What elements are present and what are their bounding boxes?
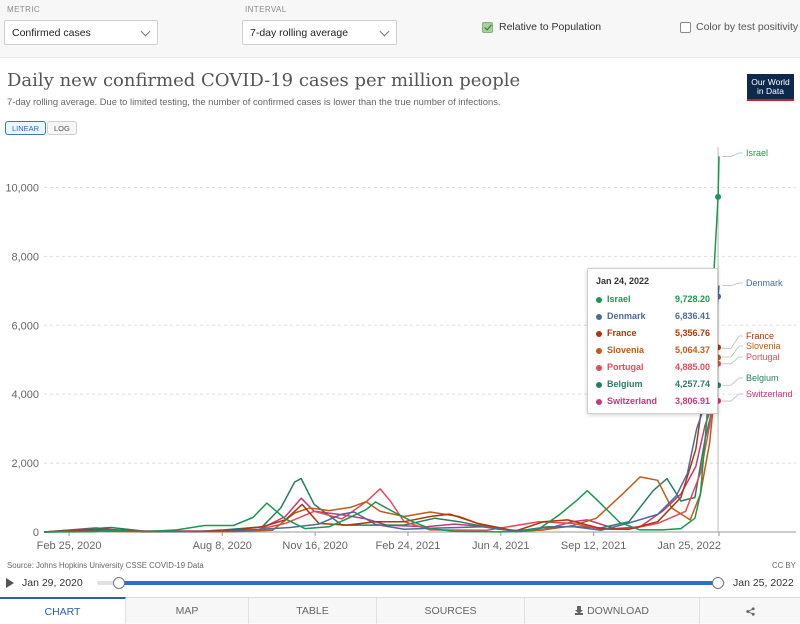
tooltip-row: Portugal 4,885.00 — [588, 361, 719, 377]
tooltip-country: Switzerland — [607, 396, 658, 406]
legend-dot — [596, 331, 602, 337]
tab-sources[interactable]: SOURCES — [377, 598, 525, 624]
label-leader — [722, 282, 743, 287]
tooltip-country: Portugal — [607, 362, 644, 372]
tooltip-value: 3,806.91 — [674, 396, 710, 406]
series-label-israel: Israel — [746, 148, 768, 158]
legend-dot — [596, 365, 602, 371]
bottom-tabs: CHART MAP TABLE SOURCES DOWNLOAD — [0, 597, 800, 624]
series-label-belgium: Belgium — [746, 373, 779, 383]
timeline-end-label: Jan 25, 2022 — [733, 577, 794, 589]
color-test-positivity-checkbox[interactable] — [680, 22, 691, 33]
tooltip-value: 6,836.41 — [674, 311, 710, 321]
legend-dot — [596, 297, 602, 303]
legend-dot — [596, 314, 602, 320]
relative-population-label[interactable]: Relative to Population — [499, 21, 602, 33]
x-tick-label: Jun 4, 2021 — [472, 540, 530, 552]
tooltip-country: Israel — [607, 294, 631, 304]
tab-download-label: DOWNLOAD — [587, 605, 649, 617]
label-leader — [722, 152, 743, 157]
tooltip: Jan 24, 2022 Israel 9,728.20 Denmark 6,836.… — [587, 268, 718, 414]
label-leader — [722, 335, 743, 349]
tooltip-value: 9,728.20 — [674, 294, 710, 304]
legend-dot — [596, 399, 602, 405]
download-icon — [575, 606, 584, 615]
label-leader — [722, 377, 743, 386]
tooltip-country: Slovenia — [607, 345, 645, 355]
play-icon[interactable] — [6, 578, 14, 588]
data-point-israel — [715, 193, 722, 200]
series-line-israel — [43, 156, 720, 533]
y-axis: 0 2,000 4,000 6,000 8,000 10,000 — [5, 182, 39, 539]
y-tick-label: 2,000 — [11, 458, 39, 470]
x-tick-label: Feb 24, 2021 — [376, 540, 441, 552]
label-leader — [722, 356, 743, 365]
interval-select[interactable]: 7-day rolling average — [242, 20, 397, 45]
license-link[interactable]: CC BY — [772, 561, 796, 570]
label-leader — [722, 393, 743, 402]
chart-subtitle: 7-day rolling average. Due to limited te… — [7, 96, 501, 107]
linear-scale-button[interactable]: LINEAR — [5, 121, 47, 135]
metric-select[interactable]: Confirmed cases — [4, 20, 158, 45]
y-tick-label: 6,000 — [11, 320, 39, 332]
tooltip-country: Belgium — [607, 379, 643, 389]
series-label-portugal: Portugal — [746, 352, 780, 362]
tab-download[interactable]: DOWNLOAD — [525, 598, 700, 624]
tooltip-row: France 5,356.76 — [588, 327, 719, 343]
series-label-france: France — [746, 331, 774, 341]
legend-dot — [596, 348, 602, 354]
x-tick-label: Sep 12, 2021 — [561, 540, 626, 552]
tooltip-row: Slovenia 5,064.37 — [588, 344, 719, 360]
series-line-denmark — [43, 285, 720, 533]
log-scale-button[interactable]: LOG — [47, 121, 77, 135]
series-label-denmark: Denmark — [746, 278, 783, 288]
label-leader — [722, 345, 743, 358]
timeline-start-label: Jan 29, 2020 — [22, 577, 83, 589]
tooltip-date: Jan 24, 2022 — [596, 276, 650, 286]
series-label-switzerland: Switzerland — [746, 389, 793, 399]
x-tick-label: Nov 16, 2020 — [282, 540, 347, 552]
tab-map[interactable]: MAP — [126, 598, 249, 624]
tooltip-value: 4,257.74 — [674, 379, 710, 389]
timeline-range[interactable] — [119, 581, 719, 585]
y-tick-label: 10,000 — [5, 182, 39, 194]
owid-logo[interactable]: Our World in Data — [747, 74, 794, 101]
x-tick-label: Jan 25, 2022 — [657, 540, 721, 552]
tooltip-country: Denmark — [607, 311, 646, 321]
y-tick-label: 0 — [33, 527, 39, 539]
controls-bar: METRIC Confirmed cases INTERVAL 7-day ro… — [0, 0, 800, 58]
tooltip-row: Denmark 6,836.41 — [588, 310, 719, 326]
timeline-end-handle[interactable] — [712, 577, 724, 589]
interval-select-value: 7-day rolling average — [250, 27, 349, 39]
timeline-start-handle[interactable] — [113, 577, 125, 589]
tooltip-row: Switzerland 3,806.91 — [588, 395, 719, 411]
tooltip-value: 5,064.37 — [674, 345, 710, 355]
series-line-france — [43, 346, 720, 533]
tooltip-country: France — [607, 328, 637, 338]
line-chart[interactable]: 0 2,000 4,000 6,000 8,000 10,000 Feb 25, 2020… — [0, 0, 800, 560]
share-icon[interactable] — [746, 607, 755, 616]
x-tick-label: Feb 25, 2020 — [37, 540, 102, 552]
color-test-positivity-label[interactable]: Color by test positivity — [696, 21, 799, 33]
y-tick-label: 8,000 — [11, 251, 39, 263]
series-lines — [43, 156, 722, 533]
metric-label: METRIC — [7, 5, 41, 14]
tooltip-row: Israel 9,728.20 — [588, 293, 719, 309]
tab-chart[interactable]: CHART — [0, 597, 126, 624]
tab-table[interactable]: TABLE — [249, 598, 377, 624]
relative-population-checkbox[interactable] — [482, 22, 493, 33]
chart-title: Daily new confirmed COVID-19 cases per m… — [7, 70, 521, 91]
tooltip-row: Belgium 4,257.74 — [588, 378, 719, 394]
metric-select-value: Confirmed cases — [12, 27, 91, 39]
x-tick-label: Aug 8, 2020 — [193, 540, 252, 552]
x-axis: Feb 25, 2020 Aug 8, 2020 Nov 16, 2020 Feb 2… — [37, 532, 721, 552]
tooltip-value: 5,356.76 — [674, 328, 710, 338]
tooltip-value: 4,885.00 — [674, 362, 710, 372]
interval-label: INTERVAL — [245, 5, 287, 14]
legend-dot — [596, 382, 602, 388]
series-label-slovenia: Slovenia — [746, 341, 781, 351]
source-note[interactable]: Source: Johns Hopkins University CSSE CO… — [7, 561, 204, 570]
y-tick-label: 4,000 — [11, 389, 39, 401]
